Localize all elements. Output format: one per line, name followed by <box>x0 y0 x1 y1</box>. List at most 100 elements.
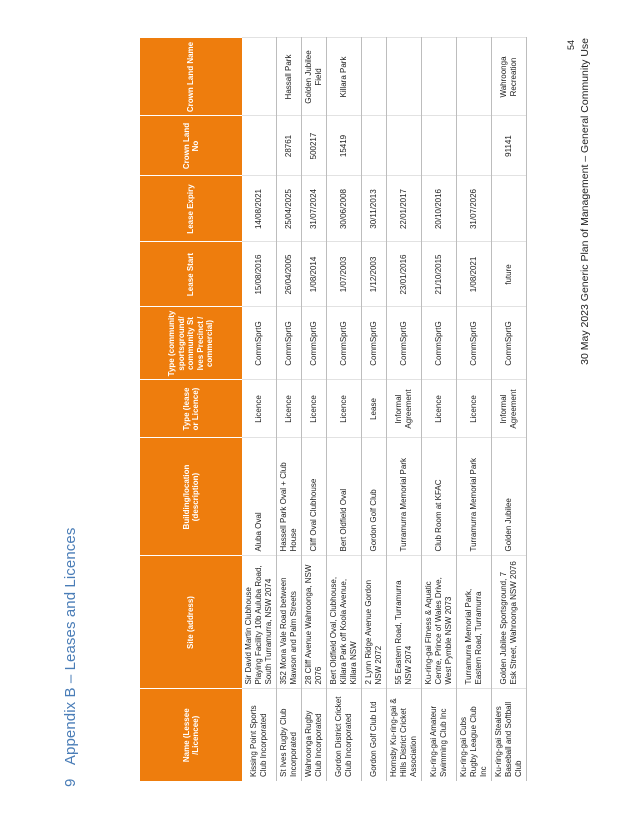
table-cell <box>242 38 277 116</box>
table-cell: 22/01/2017 <box>386 176 422 242</box>
table-cell: Informal Agreement <box>386 380 422 438</box>
table-cell: CommSprtG <box>242 307 277 380</box>
table-cell: 23/01/2016 <box>386 242 422 307</box>
table-cell: 25/04/2025 <box>276 176 302 242</box>
table-cell: Ku-ring-gai Cubs Rugby League Club Inc <box>456 689 492 781</box>
table-row: Gordon Golf Club Ltd 2 Lynn Ridge Avenue … <box>361 38 387 781</box>
table-cell <box>386 38 422 116</box>
table-cell: Wahroonga Recreation <box>491 38 527 116</box>
table-cell: Cliff Oval Clubhouse <box>301 438 327 556</box>
table-cell: 15419 <box>326 116 362 176</box>
table-cell: 28761 <box>276 116 302 176</box>
column-header: Name (Lessee /Licencee) <box>140 689 242 781</box>
table-cell: 31/07/2024 <box>301 176 327 242</box>
column-header: Crown Land Name <box>140 38 242 116</box>
table-cell: Informal Agreement <box>491 380 527 438</box>
page-heading: 9 Appendix B – Leases and Licences <box>62 528 79 787</box>
table-cell: Turramurra Memorial Park <box>386 438 422 556</box>
table-cell: Licence <box>326 380 362 438</box>
table-cell: Ku-ring-gai Stealers Baseball and Softba… <box>491 689 527 781</box>
table-cell: CommSprtG <box>361 307 387 380</box>
table-body: Kissing Point Sports Club Incorporated Si… <box>242 38 527 781</box>
column-header: Type (lease or Licence) <box>140 380 242 438</box>
table-header: Name (Lessee /Licencee) Site (address) Bui… <box>140 38 242 781</box>
table-row: Ku-ring-gai Cubs Rugby League Club Inc Tu… <box>456 38 492 781</box>
table-cell: Gordon District Cricket Club Incorporate… <box>326 689 362 781</box>
table-row: Ku-ring-gai Amateur Swimming Club Inc Ku-… <box>421 38 457 781</box>
table-cell <box>421 38 457 116</box>
page-number: 54 <box>566 40 576 51</box>
table-row: Wahroonga Rugby Club Incorporated 28 Clif… <box>301 38 327 781</box>
table-cell: Golden Jubilee Sportsground, 7 Esk Stree… <box>491 556 527 689</box>
table-cell: 21/10/2015 <box>421 242 457 307</box>
table-cell: 26/04/2005 <box>276 242 302 307</box>
table-cell: Bert Oldfield Oval, Clubhouse, Killara P… <box>326 556 362 689</box>
table-cell <box>456 38 492 116</box>
table-cell: 500217 <box>301 116 327 176</box>
table-cell: 2 Lynn Ridge Avenue Gordon NSW 2072 <box>361 556 387 689</box>
table-cell: 352 Mona Vale Road between Mawson and Pa… <box>276 556 302 689</box>
table-cell: Hassall Park <box>276 38 302 116</box>
column-header: Lease Expiry <box>140 176 242 242</box>
table-cell: Club Room at KFAC <box>421 438 457 556</box>
table-cell: Licence <box>456 380 492 438</box>
heading-title: Appendix B – Leases and Licences <box>62 527 79 766</box>
table-cell: Licence <box>301 380 327 438</box>
table-cell: Ku-ring-gai Fitness & Aquatic Centre, Pr… <box>421 556 457 689</box>
table-row: Hornsby Ku-ring-gai & Hills District Cri… <box>386 38 422 781</box>
table-cell: Gordon Golf Club Ltd <box>361 689 387 781</box>
table-cell: Turramurra Memorial Park <box>456 438 492 556</box>
table-cell: Wahroonga Rugby Club Incorporated <box>301 689 327 781</box>
column-header: Type (community sportsground/ community … <box>140 307 242 380</box>
table-cell: Kissing Point Sports Club Incorporated <box>242 689 277 781</box>
column-header: Building/location (description) <box>140 438 242 556</box>
table-cell: future <box>491 242 527 307</box>
table-cell <box>386 116 422 176</box>
table-row: Ku-ring-gai Stealers Baseball and Softba… <box>491 38 527 781</box>
table-cell: CommSprtG <box>421 307 457 380</box>
table-cell: 14/08/2021 <box>242 176 277 242</box>
table-cell: 28 Cliff Avenue Wahroonga, NSW 2076 <box>301 556 327 689</box>
table-cell: Golden Jubilee <box>491 438 527 556</box>
table-cell: St Ives Rugby Club Incorporated <box>276 689 302 781</box>
table-cell <box>456 116 492 176</box>
table-cell: CommSprtG <box>386 307 422 380</box>
table-cell: Ku-ring-gai Amateur Swimming Club Inc <box>421 689 457 781</box>
table-row: Kissing Point Sports Club Incorporated Si… <box>242 38 277 781</box>
table-cell: 30/06/2008 <box>326 176 362 242</box>
table-cell: Hornsby Ku-ring-gai & Hills District Cri… <box>386 689 422 781</box>
column-header: Crown Land No <box>140 116 242 176</box>
table-row: Gordon District Cricket Club Incorporate… <box>326 38 362 781</box>
table-cell <box>421 116 457 176</box>
column-header: Site (address) <box>140 556 242 689</box>
table-cell <box>242 116 277 176</box>
table-cell: 1/07/2003 <box>326 242 362 307</box>
table-cell: CommSprtG <box>491 307 527 380</box>
table-cell: 15/08/2016 <box>242 242 277 307</box>
table-cell: 55 Eastern Road, Turramurra NSW 2074 <box>386 556 422 689</box>
column-header: Lease Start <box>140 242 242 307</box>
table-cell: Bert Oldfield Oval <box>326 438 362 556</box>
table-cell: Lease <box>361 380 387 438</box>
table-cell: Turramurra Memorial Park, Eastern Road, … <box>456 556 492 689</box>
table-cell: 31/07/2026 <box>456 176 492 242</box>
table-row: St Ives Rugby Club Incorporated 352 Mona … <box>276 38 302 781</box>
table-cell: 1/08/2021 <box>456 242 492 307</box>
table-cell: Gordon Golf Club <box>361 438 387 556</box>
table-cell: Licence <box>242 380 277 438</box>
table-cell: Killara Park <box>326 38 362 116</box>
table-cell: 1/08/2014 <box>301 242 327 307</box>
table-cell: Licence <box>421 380 457 438</box>
table-cell: 91141 <box>491 116 527 176</box>
table-cell: 30/11/2013 <box>361 176 387 242</box>
table-cell: CommSprtG <box>326 307 362 380</box>
table-cell: CommSprtG <box>456 307 492 380</box>
header-row: Name (Lessee /Licencee) Site (address) Bui… <box>140 38 242 781</box>
table-cell: CommSprtG <box>301 307 327 380</box>
table-cell <box>361 38 387 116</box>
footer-text: 30 May 2023 Generic Plan of Management –… <box>579 38 591 365</box>
table-cell: 20/10/2016 <box>421 176 457 242</box>
table-cell: Licence <box>276 380 302 438</box>
table-cell: Golden Jubilee Field <box>301 38 327 116</box>
